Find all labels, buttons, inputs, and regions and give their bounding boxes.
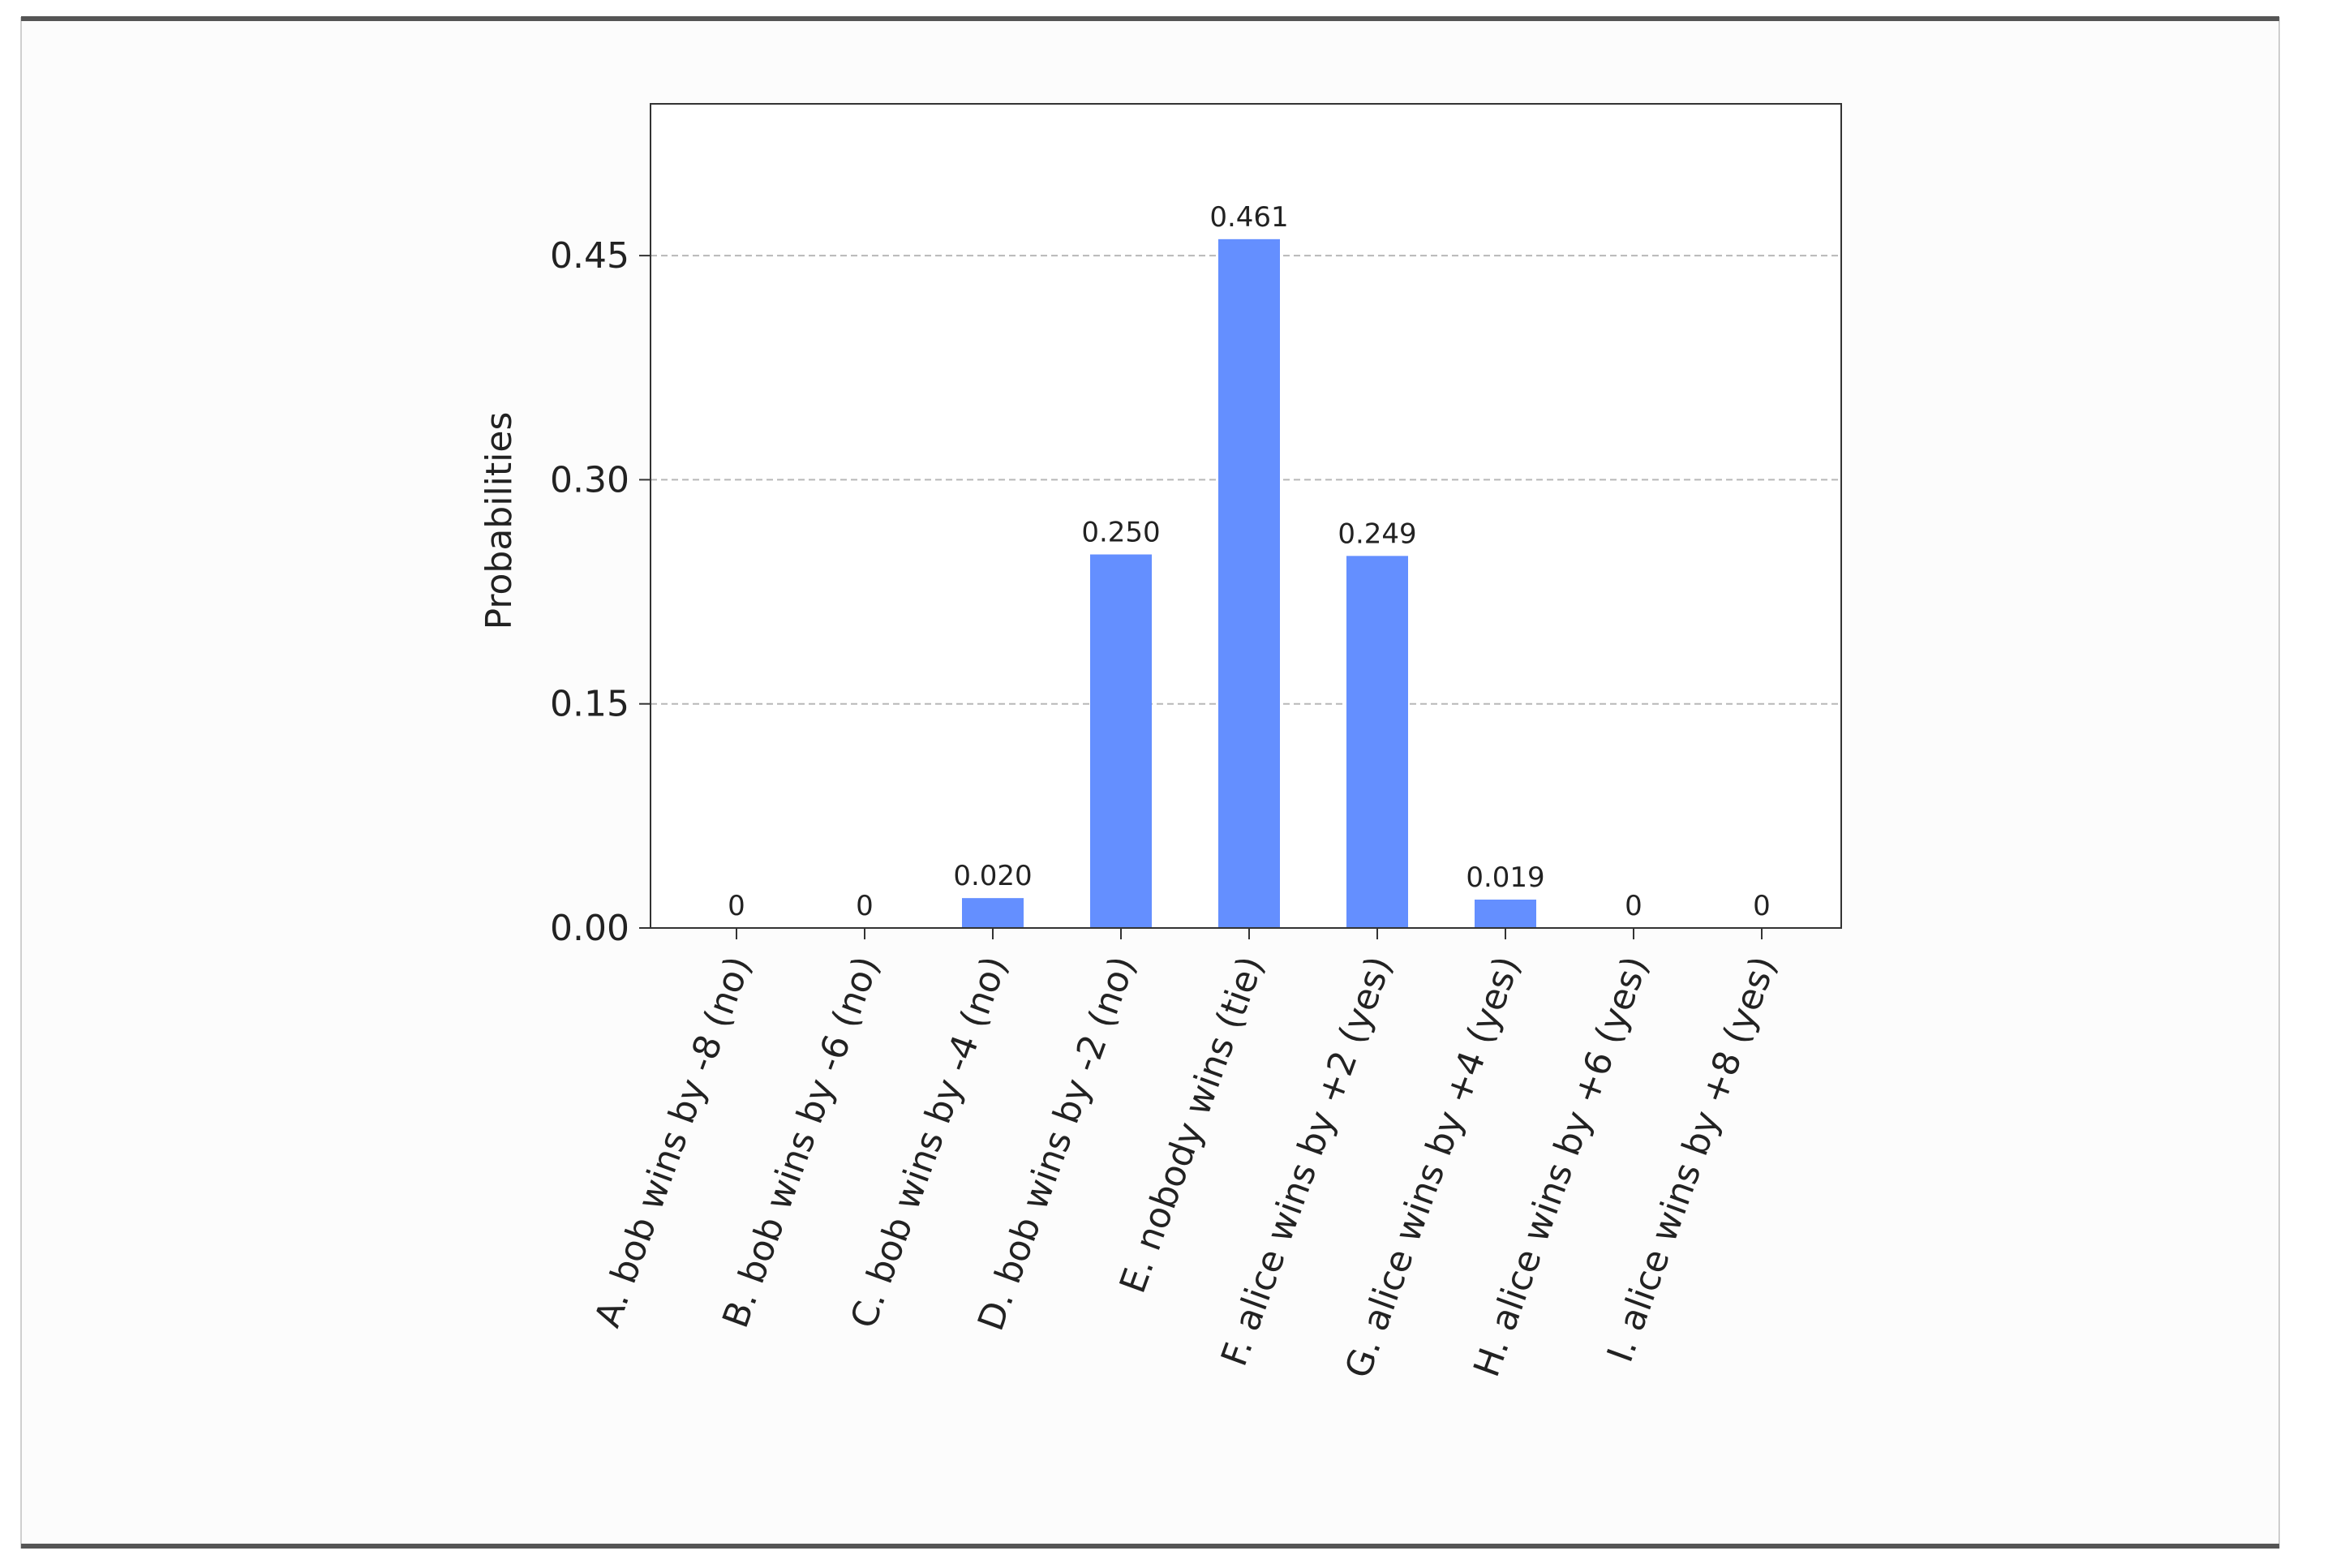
bar (1475, 900, 1536, 928)
y-tick-label: 0.15 (550, 684, 629, 725)
value-label: 0.249 (1338, 518, 1416, 550)
bar (1346, 556, 1408, 928)
value-label: 0.020 (953, 860, 1032, 892)
plot-frame (650, 103, 1842, 929)
value-label: 0.019 (1466, 861, 1544, 894)
value-label: 0 (1753, 890, 1771, 922)
value-label: 0.250 (1081, 517, 1160, 549)
value-label: 0.461 (1209, 201, 1288, 234)
y-tick-label: 0.00 (550, 908, 629, 949)
value-label: 0 (856, 890, 874, 922)
bar (1090, 554, 1152, 928)
y-axis-label: Probabilities (479, 412, 520, 630)
bars (962, 238, 1536, 928)
y-tick-label: 0.45 (550, 235, 629, 277)
y-axis-ticks: 0.00 0.15 0.30 0.45 (550, 235, 651, 949)
value-label: 0 (1625, 890, 1642, 922)
y-tick-label: 0.30 (550, 459, 629, 500)
bar (1218, 238, 1280, 928)
bar-value-labels: 0 0 0.020 0.250 0.461 0.249 0.019 0 0 (728, 201, 1771, 922)
value-label: 0 (728, 890, 745, 922)
bar (962, 898, 1024, 928)
